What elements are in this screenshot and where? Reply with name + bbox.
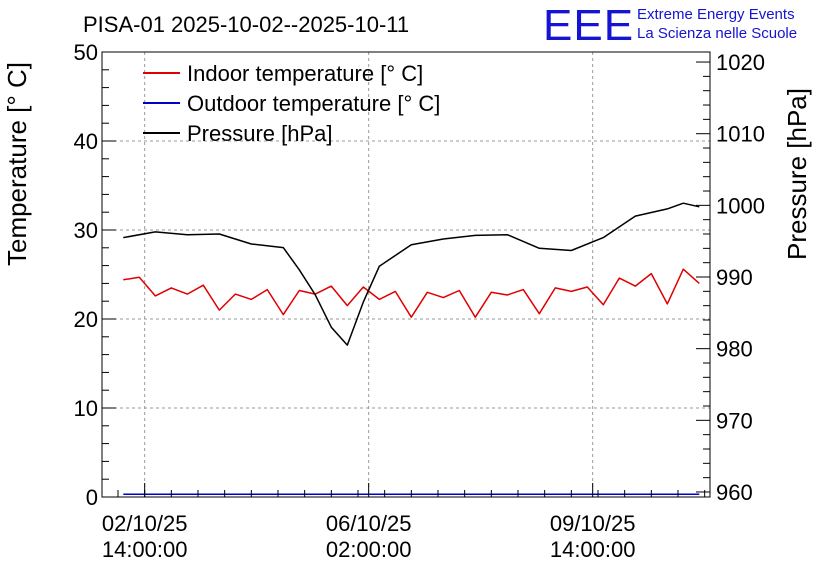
y2-tick-label: 960 (716, 480, 753, 505)
x-tick-date: 06/10/25 (326, 511, 412, 536)
x-tick-time: 14:00:00 (102, 537, 188, 562)
y-tick-label: 0 (86, 485, 98, 510)
y2-tick-label: 970 (716, 408, 753, 433)
x-tick-time: 14:00:00 (550, 537, 636, 562)
eee-logo: EEE Extreme Energy Events La Scienza nel… (543, 1, 797, 50)
x-tick-date: 09/10/25 (550, 511, 636, 536)
y-tick-label: 50 (74, 40, 98, 65)
y2-tick-label: 1000 (716, 193, 765, 218)
y-tick-label: 10 (74, 396, 98, 421)
y-axis-title: Temperature [° C] (2, 62, 32, 266)
chart-title: PISA-01 2025-10-02--2025-10-11 (83, 12, 409, 37)
y-tick-label: 40 (74, 129, 98, 154)
indoor-temperature-line (123, 268, 700, 318)
legend: Indoor temperature [° C] Outdoor tempera… (143, 61, 440, 146)
x-tick-date: 02/10/25 (102, 511, 188, 536)
brand-line-1: Extreme Energy Events (637, 6, 795, 23)
y-tick-label: 20 (74, 307, 98, 332)
y2-tick-label: 980 (716, 337, 753, 362)
plot-series (123, 202, 700, 496)
grid (102, 52, 710, 497)
eee-logo-text: EEE (543, 1, 634, 50)
pressure-line (123, 202, 700, 346)
legend-indoor-label: Indoor temperature [° C] (187, 61, 423, 86)
y2-tick-label: 990 (716, 265, 753, 290)
brand-line-2: La Scienza nelle Scuole (637, 25, 797, 42)
axes: 0102030405096097098099010001010102002/10… (74, 40, 765, 562)
y2-tick-label: 1010 (716, 122, 765, 147)
plot-frame (101, 51, 711, 498)
y-tick-label: 30 (74, 218, 98, 243)
x-tick-time: 02:00:00 (326, 537, 412, 562)
legend-outdoor-label: Outdoor temperature [° C] (187, 91, 440, 116)
y2-tick-label: 1020 (716, 50, 765, 75)
y2-axis-title: Pressure [hPa] (782, 88, 812, 260)
legend-pressure-label: Pressure [hPa] (187, 121, 333, 146)
